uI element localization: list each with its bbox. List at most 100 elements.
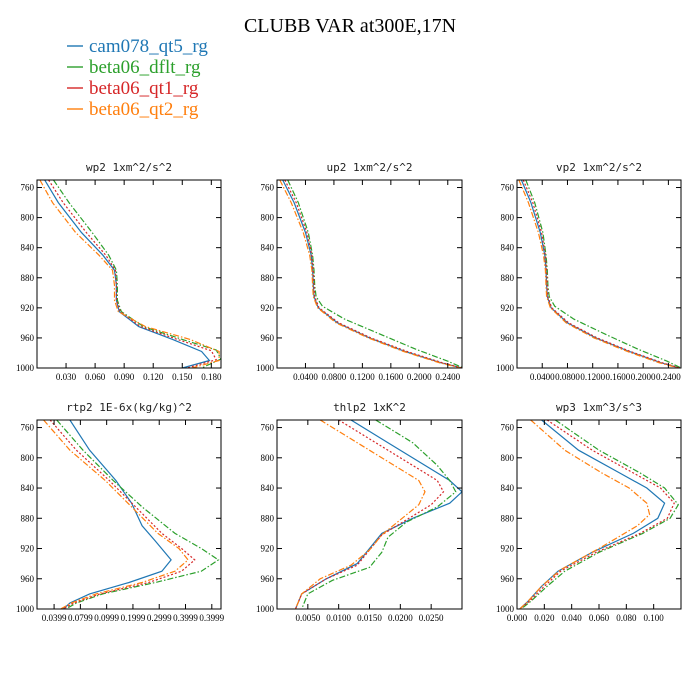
panel-1: wp2 1xm^2/s^2 760 800 840 880 920 960 1000 0.030… [16,161,222,382]
series-line-beta06_dflt_rg [301,420,457,609]
y-tick-label: 920 [261,544,275,554]
x-tick-label: 0.0200 [388,613,413,623]
x-tick-label: 0.1600 [606,372,631,382]
y-tick-label: 1000 [496,604,515,614]
x-tick-label: 0.0800 [555,372,580,382]
x-tick-label: 0.060 [85,372,106,382]
x-tick-label: 0.2400 [656,372,681,382]
series-line-beta06_qt1_rg [284,180,462,368]
series-line-beta06_qt1_rg [519,420,675,609]
series-line-cam078_qt5_rg [519,420,666,609]
y-tick-label: 920 [501,303,515,313]
legend: cam078_qt5_rgbeta06_dflt_rgbeta06_qt1_rg… [67,36,208,120]
series-line-cam078_qt5_rg [520,180,680,368]
x-tick-label: 0.0399 [42,613,67,623]
y-tick-label: 960 [261,333,275,343]
y-tick-label: 920 [21,303,35,313]
y-tick-label: 840 [501,483,515,493]
y-tick-label: 1000 [16,604,35,614]
panels: wp2 1xm^2/s^2 760 800 840 880 920 960 1000 0.030… [16,161,682,623]
series-line-beta06_qt2_rg [519,420,651,609]
legend-entry: cam078_qt5_rg [67,36,208,57]
series-line-beta06_qt1_rg [522,180,680,368]
y-tick-label: 1000 [256,604,275,614]
series-line-beta06_qt1_rg [48,180,218,368]
y-tick-label: 960 [501,574,515,584]
y-tick-label: 880 [501,273,515,283]
panel-3: vp2 1xm^2/s^2 760 800 840 880 920 960 1000 0.040… [496,161,682,382]
plot-frame [516,179,682,369]
y-tick-label: 920 [21,544,35,554]
y-tick-label: 800 [261,213,275,223]
legend-label: beta06_qt2_rg [89,99,199,120]
series-line-beta06_qt2_rg [39,180,220,368]
figure-title: CLUBB VAR at300E,17N [244,15,456,37]
plot-frame [516,419,682,610]
y-tick-label: 800 [21,213,35,223]
y-tick-label: 760 [21,423,35,433]
y-tick-label: 760 [21,183,35,193]
series-line-cam078_qt5_rg [62,420,172,609]
y-tick-label: 760 [261,423,275,433]
y-tick-label: 800 [21,453,35,463]
y-tick-label: 840 [21,483,35,493]
legend-entry: beta06_qt1_rg [67,78,199,99]
x-tick-label: 0.0250 [419,613,444,623]
y-tick-label: 1000 [16,363,35,373]
y-tick-label: 880 [21,513,35,523]
y-tick-label: 840 [21,243,35,253]
x-tick-label: 0.000 [507,613,528,623]
x-tick-label: 0.1999 [121,613,146,623]
panel-5: thlp2 1xK^2 760 800 840 880 920 960 1000 0.0050 0… [256,401,463,623]
y-tick-label: 840 [501,243,515,253]
series-line-beta06_qt2_rg [518,180,679,368]
series-line-beta06_dflt_rg [56,420,220,609]
panel-4: rtp2 1E-6x(kg/kg)^2 760 800 840 880 920 960 100… [16,401,225,623]
plot-frame [36,179,222,369]
series-line-cam078_qt5_rg [294,420,462,609]
panel-title: thlp2 1xK^2 [333,401,406,414]
panel-title: wp2 1xm^2/s^2 [86,161,172,174]
x-tick-label: 0.3999 [173,613,198,623]
x-tick-label: 0.1200 [580,372,605,382]
y-tick-label: 880 [261,273,275,283]
legend-entry: beta06_dflt_rg [67,57,201,78]
series-line-cam078_qt5_rg [44,180,211,368]
y-tick-label: 760 [501,423,515,433]
y-tick-label: 800 [261,453,275,463]
x-tick-label: 0.2000 [631,372,656,382]
series-line-beta06_qt2_rg [279,180,461,368]
x-tick-label: 0.150 [172,372,193,382]
y-tick-label: 880 [261,513,275,523]
plot-frame [276,179,463,369]
x-tick-label: 0.060 [589,613,610,623]
x-tick-label: 0.020 [534,613,555,623]
panel-6: wp3 1xm^3/s^3 760 800 840 880 920 960 10000.000… [496,401,682,623]
y-tick-label: 880 [501,513,515,523]
legend-entry: beta06_qt2_rg [67,99,199,120]
panel-title: vp2 1xm^2/s^2 [556,161,642,174]
panel-2: up2 1xm^2/s^2 760 800 840 880 920 960 1000 0.040… [256,161,463,382]
x-tick-label: 0.180 [201,372,222,382]
series-line-beta06_dflt_rg [287,180,462,368]
x-tick-label: 0.120 [143,372,164,382]
y-tick-label: 800 [501,213,515,223]
panel-title: rtp2 1E-6x(kg/kg)^2 [66,401,192,414]
x-tick-label: 0.0400 [530,372,555,382]
x-tick-label: 0.1200 [350,372,375,382]
series-line-beta06_dflt_rg [53,180,221,368]
y-tick-label: 920 [261,303,275,313]
x-tick-label: 0.0799 [68,613,93,623]
legend-label: beta06_dflt_rg [89,57,201,78]
x-tick-label: 0.100 [644,613,665,623]
x-tick-label: 0.080 [616,613,637,623]
x-tick-label: 0.090 [114,372,135,382]
legend-label: cam078_qt5_rg [89,36,208,57]
x-tick-label: 0.2400 [435,372,460,382]
y-tick-label: 960 [501,333,515,343]
series-line-beta06_qt2_rg [294,420,426,609]
series-line-beta06_dflt_rg [525,180,681,368]
y-tick-label: 840 [261,243,275,253]
plot-frame [276,419,463,610]
